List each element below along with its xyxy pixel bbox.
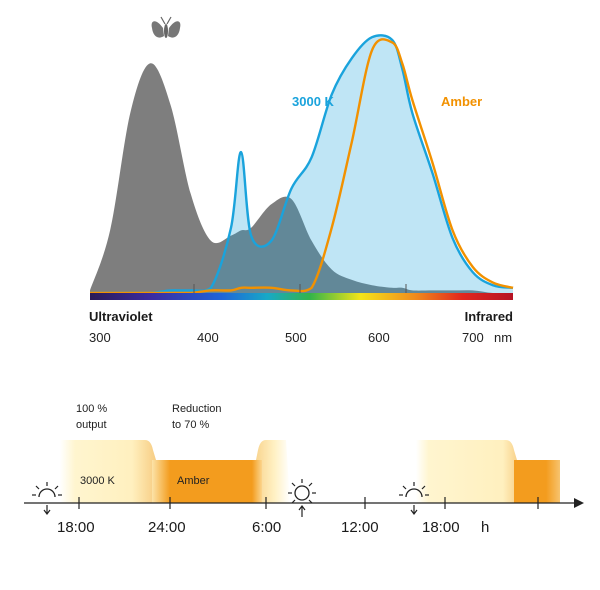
visible-spectrum-bar [90, 293, 513, 300]
sunset-icon [399, 482, 429, 515]
tick-label-400: 400 [197, 330, 219, 345]
series-label-3000k: 3000 K [292, 94, 335, 109]
night1-blend-to-amber [152, 460, 170, 503]
time-label-1200: 12:00 [341, 519, 379, 536]
tick-label-600: 600 [368, 330, 390, 345]
infrared-label: Infrared [465, 309, 513, 324]
led-3000k-curve [89, 34, 514, 295]
ultraviolet-label: Ultraviolet [89, 309, 153, 324]
sunrise-icon [288, 479, 316, 517]
time-unit: h [481, 519, 489, 536]
schedule-timeline: 100 % output Reduction to 70 % 3000 K Am… [24, 403, 584, 536]
night2-full-output-band [416, 440, 522, 503]
band-label-amber: Amber [177, 475, 210, 487]
night1-dawn-amber-blend [252, 460, 262, 503]
band-label-3000k: 3000 K [80, 475, 116, 487]
time-axis-ticks [78, 497, 539, 509]
time-label-0600: 6:00 [252, 519, 281, 536]
time-label-1800: 18:00 [57, 519, 95, 536]
led-3000k-overlap-fill [90, 35, 513, 293]
wavelength-tick-marks [193, 284, 407, 293]
sunset-icon [32, 482, 62, 515]
night2-amber-band [514, 460, 560, 503]
night1-amber-band [170, 460, 256, 503]
night1-blend-to-dawn [256, 440, 290, 503]
time-axis-arrowhead [574, 498, 584, 508]
time-label-2400: 24:00 [148, 519, 186, 536]
tick-label-700: 700 [462, 330, 484, 345]
moth-icon [151, 16, 181, 38]
annotation-full-output-line1: 100 % [76, 403, 107, 415]
annotation-reduction-line2: to 70 % [172, 419, 210, 431]
annotation-reduction-line1: Reduction [172, 403, 222, 415]
time-label-1800-second: 18:00 [422, 519, 460, 536]
night1-full-output-band [60, 440, 160, 503]
insect-sensitivity-area [90, 63, 513, 293]
annotation-full-output-line2: output [76, 419, 107, 431]
wavelength-unit: nm [494, 330, 512, 345]
series-label-amber: Amber [441, 94, 482, 109]
tick-label-300: 300 [89, 330, 111, 345]
tick-label-500: 500 [285, 330, 307, 345]
spectrum-chart: 3000 K Amber Ultraviolet Infrared 300 40… [89, 16, 514, 345]
